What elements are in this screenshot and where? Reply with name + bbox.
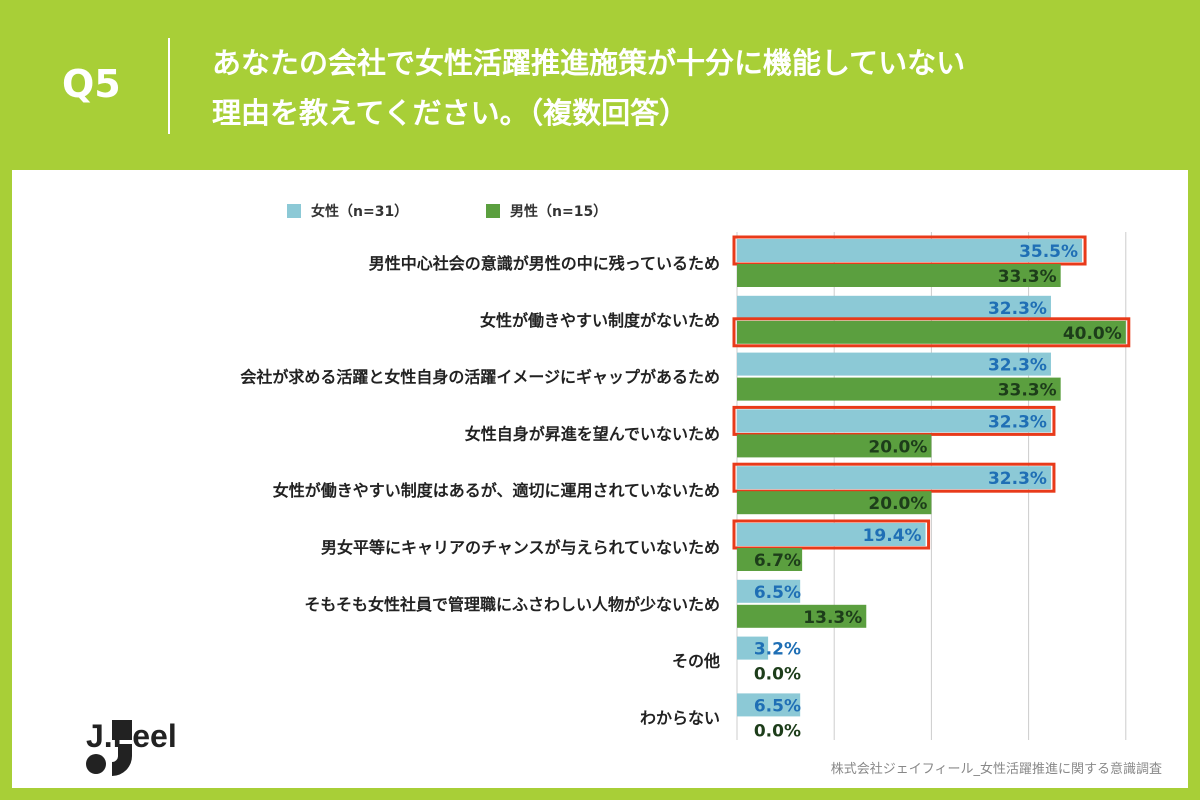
category-label: わからない [640, 708, 720, 727]
bar-chart: 女性（n=31） 男性（n=15） 男性中心社会の意識が男性の中に残っているため 35… [240, 203, 1131, 741]
female-value-label: 32.3% [988, 299, 1047, 319]
category-label: 女性が働きやすい制度はあるが、適切に運用されていないため [273, 481, 720, 500]
female-value-label: 3.2% [754, 640, 801, 660]
male-bar [737, 264, 1061, 287]
highlight-box [732, 317, 1131, 348]
female-bar [737, 523, 926, 546]
category-label: その他 [672, 652, 720, 671]
header: Q5 あなたの会社で女性活躍推進施策が十分に機能していない 理由を教えてください… [0, 0, 1200, 170]
category-label: そもそも女性社員で管理職にふさわしい人物が少ないため [304, 595, 720, 614]
male-value-label: 20.0% [868, 494, 927, 514]
male-bar [737, 320, 1126, 344]
female-bar [737, 636, 769, 660]
male-bar [737, 434, 932, 458]
male-value-label: 6.7% [754, 551, 801, 571]
female-bar [737, 579, 801, 603]
highlight-box [732, 519, 931, 550]
female-bar [737, 409, 1051, 433]
question-number: Q5 [62, 62, 121, 106]
female-value-label: 6.5% [754, 696, 801, 716]
question-text: あなたの会社で女性活躍推進施策が十分に機能していない 理由を教えてください。（複… [212, 46, 966, 130]
jfeel-logo-icon [86, 720, 132, 776]
category-label: 男女平等にキャリアのチャンスが与えられていないため [321, 538, 720, 557]
male-bar [737, 548, 803, 571]
male-bar [737, 604, 867, 628]
logo-text: J.Feel [86, 718, 177, 754]
male-value-label: 0.0% [754, 665, 801, 685]
legend-label: 男性（n=15） [510, 203, 607, 220]
female-value-label: 32.3% [988, 469, 1047, 489]
source-credit: 株式会社ジェイフィール_女性活躍推進に関する意識調査 [830, 762, 1162, 777]
category-label: 男性中心社会の意識が男性の中に残っているため [369, 254, 720, 273]
male-bar [737, 377, 1061, 401]
female-bar [737, 693, 801, 717]
male-value-label: 20.0% [868, 437, 927, 457]
chart-card: 女性（n=31） 男性（n=15） 男性中心社会の意識が男性の中に残っているため 35… [12, 170, 1188, 788]
female-value-label: 6.5% [754, 583, 801, 603]
female-bar [737, 239, 1083, 262]
legend-swatch [486, 204, 500, 218]
male-value-label: 40.0% [1063, 324, 1122, 344]
male-bar [737, 491, 932, 515]
female-value-label: 35.5% [1019, 242, 1078, 262]
female-bar [737, 466, 1051, 490]
male-value-label: 0.0% [754, 721, 801, 741]
header-divider [168, 38, 170, 134]
female-value-label: 32.3% [988, 412, 1047, 432]
female-value-label: 32.3% [988, 356, 1047, 376]
female-bar [737, 295, 1051, 319]
male-value-label: 33.3% [998, 267, 1057, 287]
category-label: 女性自身が昇進を望んでいないため [465, 424, 720, 443]
legend-label: 女性（n=31） [311, 203, 408, 220]
legend-swatch [287, 204, 301, 218]
male-value-label: 13.3% [803, 608, 862, 628]
female-value-label: 19.4% [863, 526, 922, 546]
female-bar [737, 352, 1051, 376]
category-label: 会社が求める活躍と女性自身の活躍イメージにギャップがあるため [240, 368, 720, 387]
male-value-label: 33.3% [998, 381, 1057, 401]
category-label: 女性が働きやすい制度がないため [480, 311, 720, 330]
